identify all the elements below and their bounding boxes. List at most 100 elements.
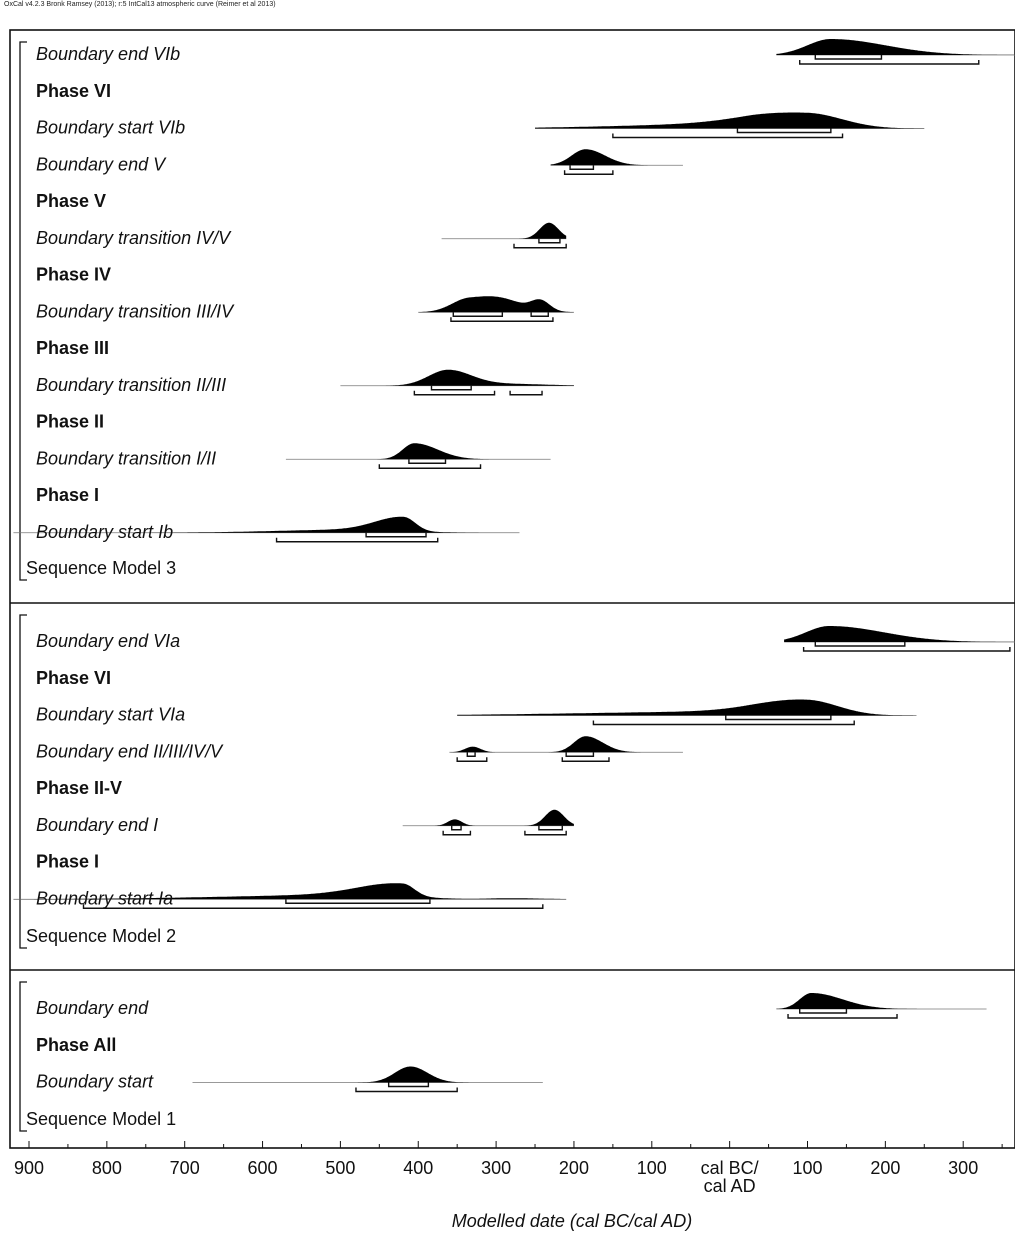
posterior-distribution	[285, 443, 551, 460]
boundary-label: Boundary start VIb	[36, 118, 185, 138]
plot-frame	[9, 29, 1015, 1149]
hpd68-bracket	[451, 825, 462, 831]
boundary-label: Boundary end I	[36, 815, 158, 835]
x-tick-label: 200	[870, 1158, 900, 1178]
boundary-label: Boundary end V	[36, 154, 167, 174]
hpd95-bracket	[513, 243, 567, 249]
posterior-distribution	[441, 222, 567, 239]
hpd68-bracket	[430, 385, 472, 391]
hpd95-bracket	[450, 317, 554, 322]
hpd95-bracket	[787, 1014, 898, 1019]
x-tick-label: 700	[170, 1158, 200, 1178]
hpd68-bracket	[452, 312, 504, 317]
posterior-distribution	[535, 112, 925, 129]
hpd95-bracket	[802, 647, 1011, 652]
hpd68-bracket	[285, 899, 431, 904]
phase-label: Phase All	[36, 1035, 116, 1055]
x-tick-label: 900	[14, 1158, 44, 1178]
boundary-label: Boundary end VIa	[36, 631, 180, 651]
posterior-distribution	[784, 626, 1015, 642]
hpd95-bracket	[563, 170, 614, 175]
phase-label: Phase II	[36, 412, 104, 432]
hpd95-bracket	[612, 133, 844, 139]
hpd68-bracket	[799, 1009, 848, 1014]
sequence-bracket	[19, 614, 27, 949]
sequence-bracket	[19, 981, 27, 1132]
hpd95-bracket	[442, 830, 472, 836]
model-label: Sequence Model 3	[26, 558, 176, 578]
phase-label: Phase VI	[36, 668, 111, 688]
sequence-bracket	[19, 41, 27, 581]
posterior-distribution	[402, 809, 574, 826]
x-tick-label: 200	[559, 1158, 589, 1178]
hpd68-bracket	[365, 532, 427, 538]
boundary-label: Boundary transition III/IV	[36, 301, 235, 321]
x-tick-label: 500	[325, 1158, 355, 1178]
hpd68-bracket	[725, 715, 832, 721]
x-axis-title: Modelled date (cal BC/cal AD)	[452, 1211, 692, 1231]
phase-label: Phase IV	[36, 265, 111, 285]
hpd68-bracket	[736, 128, 832, 134]
x-tick-label: 300	[481, 1158, 511, 1178]
boundary-label: Boundary end II/III/IV/V	[36, 741, 224, 761]
posterior-distribution	[449, 736, 683, 753]
x-tick-label: 400	[403, 1158, 433, 1178]
boundary-label: Boundary transition II/III	[36, 375, 226, 395]
hpd95-bracket	[82, 904, 544, 909]
boundary-label: Boundary transition IV/V	[36, 228, 232, 248]
boundary-label: Boundary end VIb	[36, 44, 180, 64]
model-label: Sequence Model 2	[26, 926, 176, 946]
hpd95-bracket	[275, 537, 439, 543]
boundary-label: Boundary start Ia	[36, 888, 173, 908]
model-label: Sequence Model 1	[26, 1109, 176, 1129]
x-tick-label: 800	[92, 1158, 122, 1178]
phase-label: Phase II-V	[36, 778, 122, 798]
oxcal-version-note: OxCal v4.2.3 Bronk Ramsey (2013); r:5 In…	[4, 1, 276, 8]
hpd95-bracket	[355, 1087, 458, 1093]
boundary-label: Boundary transition I/II	[36, 448, 216, 468]
hpd95-bracket	[378, 464, 482, 469]
hpd68-bracket	[814, 642, 906, 647]
boundary-label: Boundary end	[36, 998, 149, 1018]
posterior-distribution	[192, 1066, 543, 1083]
hpd95-bracket	[456, 757, 488, 762]
hpd95-bracket	[799, 60, 980, 65]
hpd68-bracket	[387, 1082, 430, 1088]
hpd68-bracket	[538, 825, 563, 831]
hpd68-bracket	[565, 752, 595, 757]
hpd95-bracket	[592, 720, 855, 726]
hpd68-bracket	[569, 165, 595, 170]
posterior-distribution	[340, 369, 574, 386]
hpd68-bracket	[538, 238, 561, 244]
x-tick-label: cal BC/	[701, 1158, 759, 1178]
posterior-distribution	[13, 516, 520, 533]
phase-label: Phase I	[36, 485, 99, 505]
hpd95-bracket	[413, 390, 496, 396]
x-tick-label: 600	[248, 1158, 278, 1178]
posterior-distribution	[418, 296, 574, 313]
posterior-distribution	[457, 699, 917, 716]
x-tick-label: 100	[792, 1158, 822, 1178]
posterior-distribution	[776, 39, 1015, 55]
hpd95-bracket	[524, 830, 567, 836]
boundary-label: Boundary start Ib	[36, 522, 173, 542]
boundary-label: Boundary start	[36, 1072, 154, 1092]
hpd68-bracket	[466, 752, 476, 757]
boundary-label: Boundary start VIa	[36, 705, 185, 725]
posterior-distribution	[13, 883, 567, 900]
hpd68-bracket	[408, 459, 447, 464]
hpd68-bracket	[530, 312, 549, 317]
phase-label: Phase VI	[36, 81, 111, 101]
x-tick-label: 300	[948, 1158, 978, 1178]
hpd95-bracket	[561, 757, 610, 762]
x-tick-label: cal AD	[704, 1176, 756, 1196]
phase-label: Phase I	[36, 852, 99, 872]
posterior-distribution	[776, 993, 987, 1009]
x-tick-label: 100	[637, 1158, 667, 1178]
hpd95-bracket	[509, 390, 543, 396]
posterior-distribution	[550, 149, 683, 166]
phase-label: Phase V	[36, 191, 106, 211]
hpd68-bracket	[814, 55, 883, 60]
